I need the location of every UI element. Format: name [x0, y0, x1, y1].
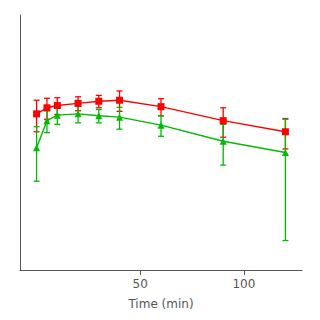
svg-text:50: 50: [133, 277, 148, 291]
svg-text:100: 100: [232, 277, 255, 291]
svg-text:Time (min): Time (min): [127, 297, 193, 311]
